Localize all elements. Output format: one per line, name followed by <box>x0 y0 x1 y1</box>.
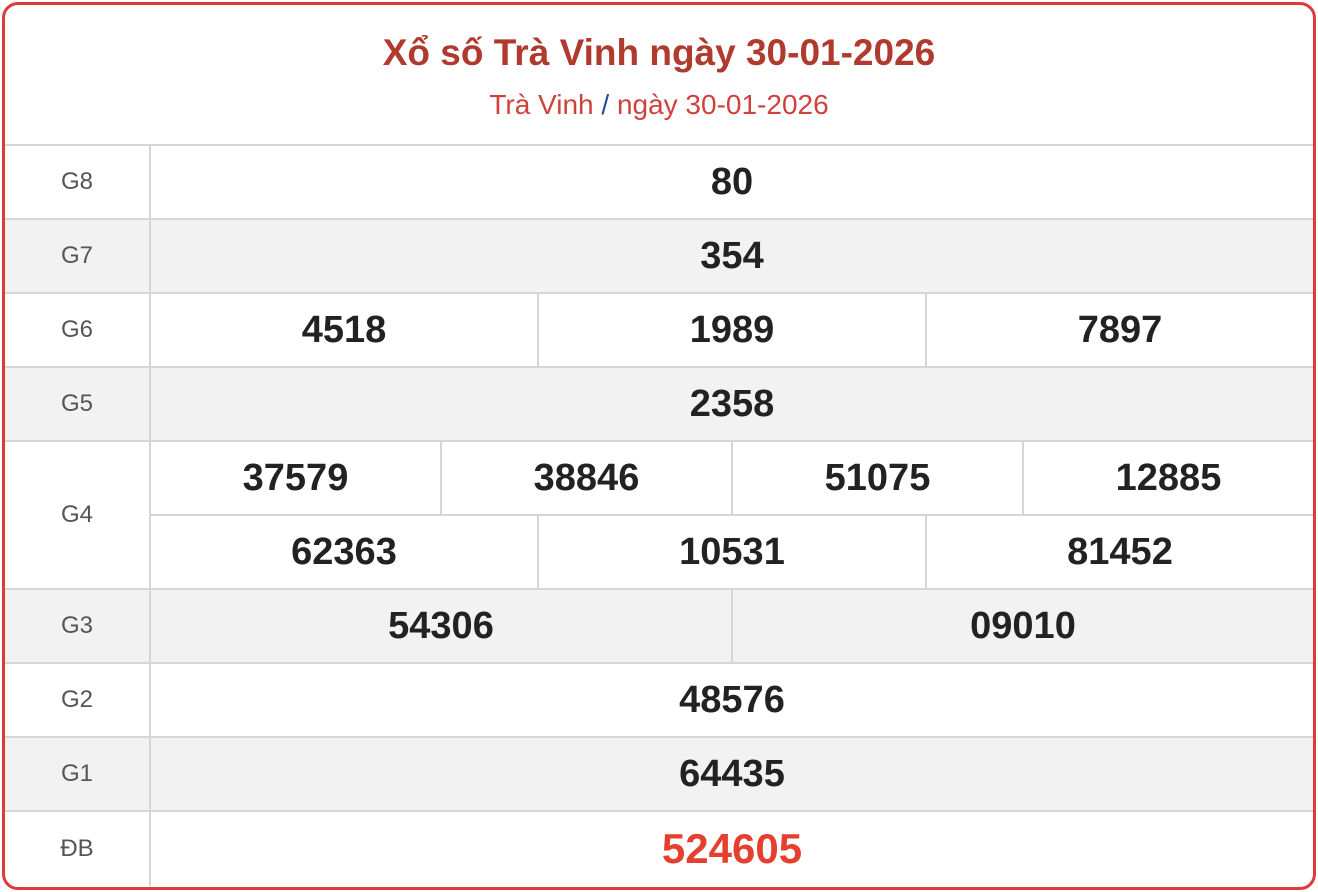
prize-number: 51075 <box>731 442 1022 514</box>
breadcrumb-date-link[interactable]: ngày 30-01-2026 <box>616 89 829 120</box>
prize-row-g1: G1 64435 <box>5 738 1313 812</box>
prize-number: 09010 <box>731 590 1313 662</box>
prize-values: 37579 38846 51075 12885 62363 10531 81452 <box>151 442 1313 588</box>
prize-row-g5: G5 2358 <box>5 368 1313 442</box>
prize-label: G5 <box>5 368 151 440</box>
prize-values: 54306 09010 <box>151 590 1313 662</box>
breadcrumb-province-link[interactable]: Trà Vinh <box>489 89 594 120</box>
prize-number: 54306 <box>388 604 494 647</box>
prize-row-db: ĐB 524605 <box>5 812 1313 886</box>
prize-label: ĐB <box>5 812 151 886</box>
prize-label: G6 <box>5 294 151 366</box>
prize-number: 37579 <box>242 456 349 499</box>
prize-label: G3 <box>5 590 151 662</box>
prize-values-row: 48576 <box>151 664 1313 736</box>
prize-values-row: 354 <box>151 220 1313 292</box>
prize-values-row: 524605 <box>151 812 1313 886</box>
prize-number: 64435 <box>679 752 785 795</box>
prize-number: 48576 <box>679 678 785 721</box>
prize-label: G8 <box>5 146 151 218</box>
prize-row-g3: G3 54306 09010 <box>5 590 1313 664</box>
header: Xổ số Trà Vinh ngày 30-01-2026 Trà Vinh … <box>5 5 1313 146</box>
prize-label: G2 <box>5 664 151 736</box>
prize-number: 7897 <box>925 294 1313 366</box>
prize-row-g8: G8 80 <box>5 146 1313 220</box>
page-title: Xổ số Trà Vinh ngày 30-01-2026 <box>382 32 936 73</box>
prize-values: 354 <box>151 220 1313 292</box>
prize-number: 1989 <box>537 294 925 366</box>
prize-values: 4518 1989 7897 <box>151 294 1313 366</box>
breadcrumb-separator: / <box>601 89 610 120</box>
prize-values-row: 62363 10531 81452 <box>151 514 1313 588</box>
breadcrumb: Trà Vinh / ngày 30-01-2026 <box>5 87 1313 123</box>
special-prize-number: 524605 <box>661 825 803 872</box>
prize-row-g2: G2 48576 <box>5 664 1313 738</box>
prize-number: 10531 <box>537 516 925 588</box>
prize-number: 81452 <box>925 516 1313 588</box>
prize-label: G1 <box>5 738 151 810</box>
prize-number: 62363 <box>291 530 397 573</box>
prize-label: G7 <box>5 220 151 292</box>
prize-values-row: 64435 <box>151 738 1313 810</box>
prize-values-row: 2358 <box>151 368 1313 440</box>
prize-number: 38846 <box>440 442 731 514</box>
prize-values-row: 37579 38846 51075 12885 <box>151 442 1313 514</box>
prize-number: 2358 <box>689 382 775 425</box>
prize-values: 64435 <box>151 738 1313 810</box>
prize-row-g4: G4 37579 38846 51075 12885 62363 10531 81452 <box>5 442 1313 590</box>
prize-number: 12885 <box>1022 442 1313 514</box>
prize-values: 80 <box>151 146 1313 218</box>
prize-number: 354 <box>700 234 764 277</box>
prize-row-g7: G7 354 <box>5 220 1313 294</box>
prize-number: 4518 <box>301 308 387 351</box>
prize-row-g6: G6 4518 1989 7897 <box>5 294 1313 368</box>
prize-values-row: 4518 1989 7897 <box>151 294 1313 366</box>
prize-label: G4 <box>5 442 151 588</box>
prize-values-row: 54306 09010 <box>151 590 1313 662</box>
prize-values: 2358 <box>151 368 1313 440</box>
prize-values: 48576 <box>151 664 1313 736</box>
results-table: G8 80 G7 354 G6 4518 1989 7897 G5 2358 G4 37579 3884… <box>5 146 1313 886</box>
prize-values: 524605 <box>151 812 1313 886</box>
prize-number: 80 <box>710 160 754 203</box>
prize-values-row: 80 <box>151 146 1313 218</box>
